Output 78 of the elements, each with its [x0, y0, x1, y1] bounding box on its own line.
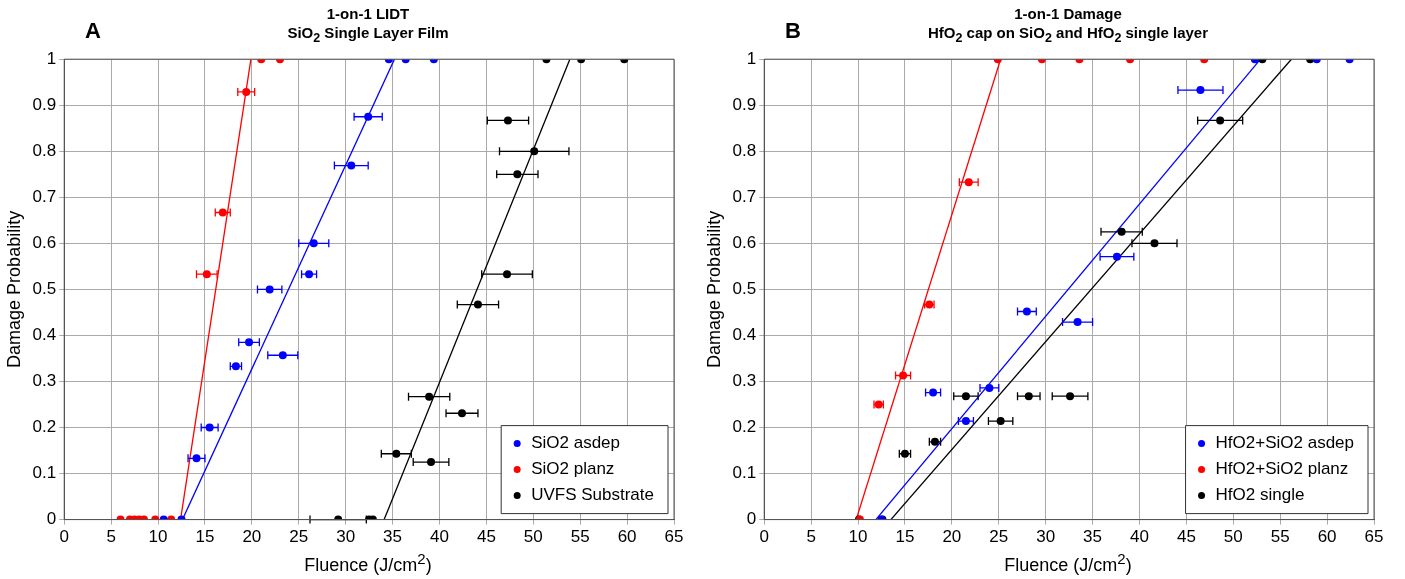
x-tick-label: 20 — [242, 527, 262, 547]
x-tick-label: 40 — [430, 527, 449, 547]
x-tick-label: 10 — [848, 527, 868, 547]
point — [961, 392, 970, 401]
point — [245, 338, 254, 347]
y-tick-label: 0.1 — [32, 463, 57, 483]
x-tick-label: 45 — [1176, 527, 1196, 547]
legend-label: SiO2 asdep — [531, 433, 621, 453]
y-tick-label: 0.5 — [732, 279, 757, 299]
y-tick-label: 1 — [46, 48, 57, 68]
text: B — [785, 18, 801, 44]
text: A — [85, 18, 101, 44]
x-tick-label: 45 — [476, 527, 496, 547]
y-tick-label: 0.7 — [32, 187, 57, 207]
point — [305, 270, 314, 279]
y-axis-title: Damage Probability — [3, 210, 24, 368]
x-tick-label: 50 — [1223, 527, 1243, 547]
chart-subtitle: HfO$_{2}$ cap on SiO$_{2}$ and HfO$_{2}$ single layer — [927, 24, 1209, 45]
y-tick-label: 0.5 — [32, 279, 57, 299]
chart-title: 1-on-1 Damage — [1014, 5, 1122, 22]
y-tick-label: 0.7 — [732, 187, 757, 207]
x-tick-label: 35 — [383, 527, 403, 547]
x-tick-label: 65 — [664, 527, 684, 547]
chart-subtitle: SiO$_{2}$ Single Layer Film — [287, 24, 449, 45]
legend-label: HfO2+SiO2 asdep — [1215, 433, 1355, 453]
legend-label: SiO2 planz — [531, 459, 615, 479]
x-tick-label: 20 — [942, 527, 962, 547]
x-tick-label: 60 — [1317, 527, 1337, 547]
y-tick-label: 0.8 — [732, 140, 757, 160]
y-tick-label: 0 — [746, 509, 757, 529]
y-tick-label: 0.4 — [32, 325, 57, 345]
x-tick-label: 65 — [1364, 527, 1384, 547]
x-tick-label: 30 — [336, 527, 356, 547]
point — [278, 351, 287, 360]
y-tick-label: 1 — [746, 48, 757, 68]
x-tick-label: 30 — [1036, 527, 1056, 547]
point — [503, 270, 512, 279]
legend-label: HfO2 single — [1215, 485, 1305, 505]
x-tick-label: 15 — [895, 527, 915, 547]
point — [1112, 252, 1121, 261]
chart-title: 1-on-1 LIDT — [326, 5, 410, 22]
x-tick-label: 15 — [195, 527, 215, 547]
x-axis-title: Fluence (J/cm$^{2}$) — [303, 550, 433, 576]
x-axis-title: Fluence (J/cm$^{2}$) — [1003, 550, 1133, 576]
y-tick-label: 0 — [46, 509, 57, 529]
x-tick-label: 25 — [289, 527, 309, 547]
point — [503, 116, 512, 125]
y-tick-label: 0.4 — [732, 325, 757, 345]
x-tick-label: 50 — [523, 527, 543, 547]
y-tick-label: 0.1 — [732, 463, 757, 483]
x-tick-label: 5 — [806, 527, 816, 547]
y-axis-title: Damage Probability — [703, 210, 724, 368]
x-tick-label: 55 — [570, 527, 590, 547]
y-tick-label: 0.3 — [32, 371, 57, 391]
legend-label: HfO2+SiO2 planz — [1215, 459, 1349, 479]
x-tick-label: 35 — [1083, 527, 1103, 547]
x-tick-label: 40 — [1130, 527, 1149, 547]
y-tick-label: 0.2 — [732, 417, 757, 437]
x-tick-label: 55 — [1270, 527, 1290, 547]
y-tick-label: 0.9 — [732, 94, 757, 114]
y-tick-label: 0.9 — [32, 94, 57, 114]
y-tick-label: 0.6 — [732, 233, 757, 253]
x-tick-label: 25 — [989, 527, 1009, 547]
y-tick-label: 0.6 — [32, 233, 57, 253]
point — [530, 147, 539, 156]
legend-label: UVFS Substrate — [531, 485, 654, 505]
y-tick-label: 0.2 — [32, 417, 57, 437]
x-tick-label: 5 — [106, 527, 116, 547]
y-tick-label: 0.3 — [732, 371, 757, 391]
x-tick-label: 10 — [148, 527, 168, 547]
point — [1066, 392, 1075, 401]
point — [1024, 392, 1033, 401]
point — [425, 392, 434, 401]
point — [457, 409, 466, 418]
y-tick-label: 0.8 — [32, 140, 57, 160]
point — [364, 112, 373, 121]
x-tick-label: 60 — [617, 527, 637, 547]
point — [202, 270, 211, 279]
